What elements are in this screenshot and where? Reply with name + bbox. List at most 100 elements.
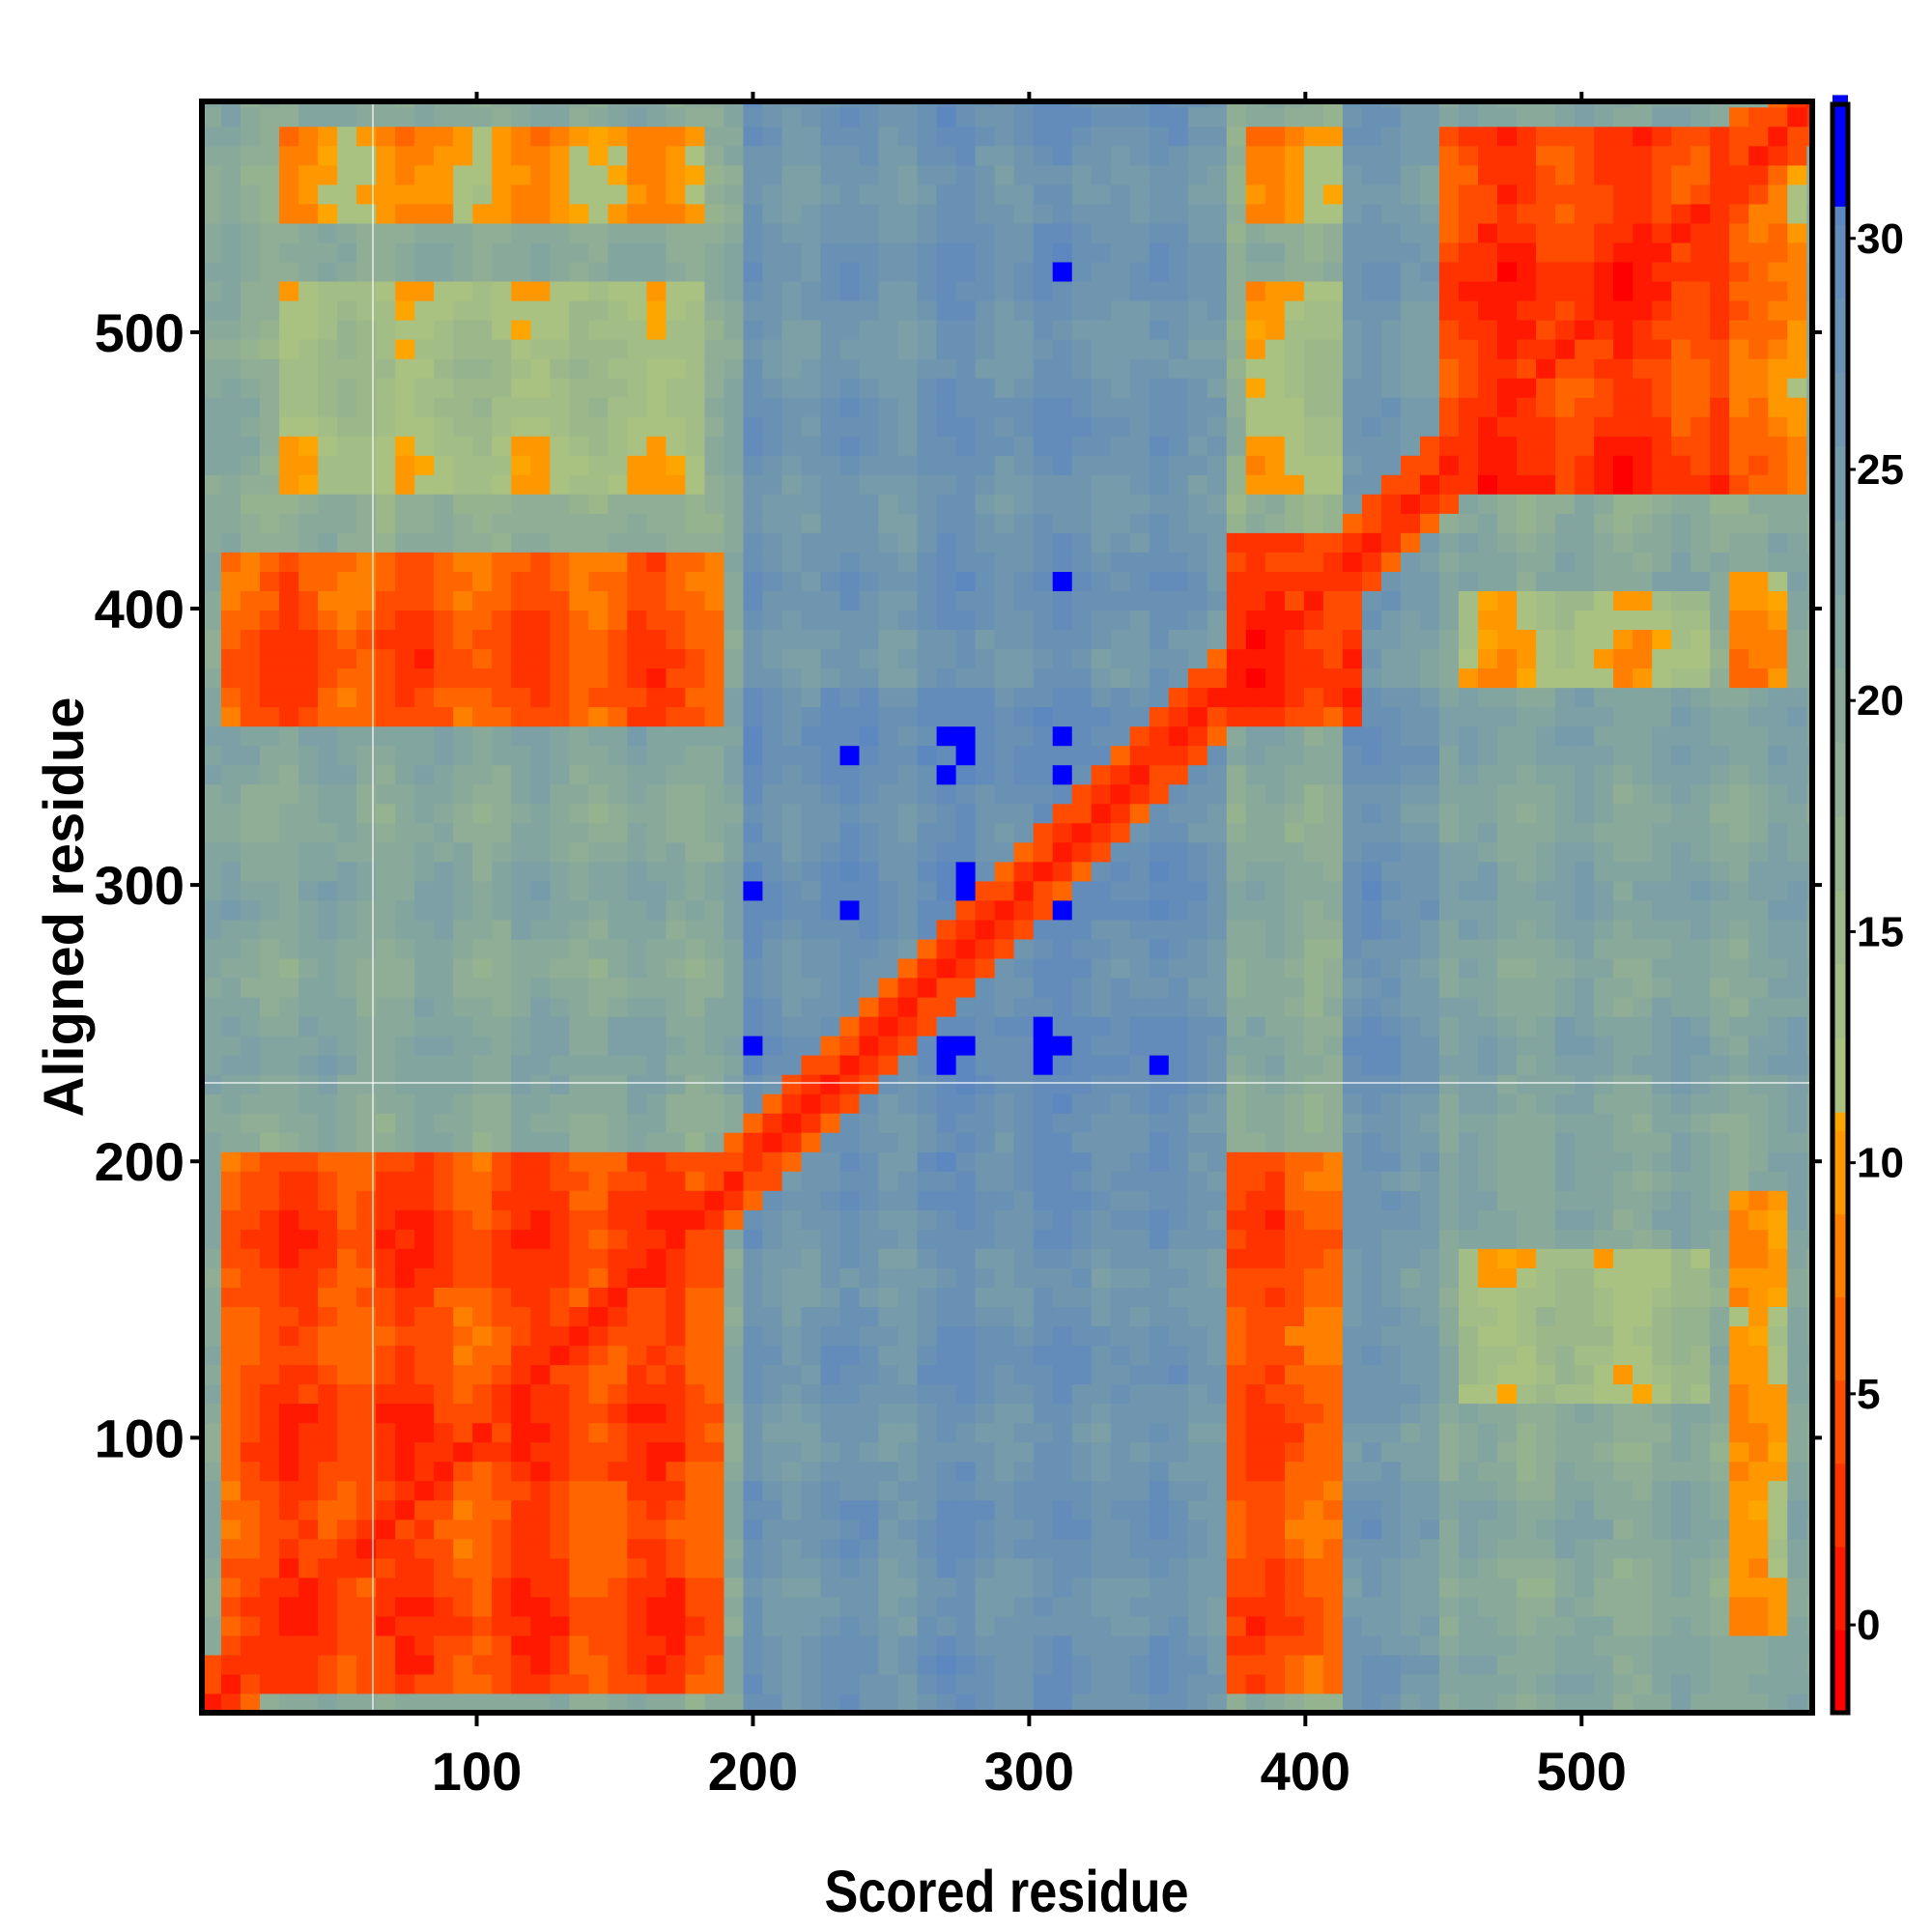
heatmap-cell — [395, 1654, 415, 1675]
heatmap-cell — [472, 106, 493, 128]
heatmap-cell — [1129, 184, 1151, 205]
heatmap-cell — [530, 474, 551, 495]
heatmap-cell — [492, 1538, 512, 1559]
heatmap-cell — [1245, 648, 1266, 669]
heatmap-cell — [801, 378, 822, 398]
heatmap-cell — [1284, 339, 1305, 359]
heatmap-cell — [1168, 571, 1189, 591]
heatmap-cell — [743, 880, 763, 901]
heatmap-cell — [1322, 358, 1344, 379]
heatmap-cell — [685, 880, 705, 901]
heatmap-cell — [1264, 899, 1286, 921]
heatmap-cell — [955, 880, 977, 901]
heatmap-cell — [395, 938, 415, 959]
heatmap-cell — [936, 1519, 957, 1540]
heatmap-cell — [1033, 101, 1054, 108]
heatmap-cell — [202, 841, 222, 863]
heatmap-cell — [1226, 1538, 1247, 1559]
heatmap-cell — [453, 1113, 473, 1133]
heatmap-cell — [337, 474, 357, 495]
heatmap-cell — [955, 474, 977, 495]
heatmap-cell — [1322, 783, 1344, 805]
heatmap-cell — [1129, 957, 1151, 979]
heatmap-cell — [511, 938, 531, 959]
heatmap-cell — [356, 899, 377, 921]
heatmap-cell — [994, 1287, 1015, 1307]
heatmap-cell — [994, 1499, 1015, 1520]
heatmap-cell — [1264, 1171, 1286, 1191]
heatmap-cell — [704, 899, 724, 921]
heatmap-cell — [1013, 1654, 1035, 1675]
heatmap-cell — [414, 1151, 435, 1172]
heatmap-cell — [241, 706, 261, 727]
heatmap-cell — [646, 320, 667, 340]
heatmap-cell — [1110, 803, 1131, 824]
heatmap-cell — [820, 1557, 841, 1578]
heatmap-cell — [1284, 610, 1305, 630]
heatmap-cell — [917, 164, 938, 185]
heatmap-cell — [472, 1673, 493, 1694]
heatmap-cell — [781, 648, 803, 669]
heatmap-cell — [414, 101, 435, 108]
heatmap-cell — [1245, 783, 1266, 805]
heatmap-cell — [627, 1383, 647, 1405]
heatmap-cell — [1071, 358, 1093, 379]
heatmap-cell — [685, 938, 705, 959]
heatmap-cell — [492, 1499, 512, 1520]
heatmap-cell — [1303, 203, 1324, 224]
heatmap-cell — [318, 1596, 338, 1617]
heatmap-cell — [820, 1461, 841, 1482]
heatmap-cell — [1129, 339, 1151, 359]
heatmap-cell — [936, 1693, 957, 1714]
heatmap-cell — [1052, 1229, 1073, 1249]
heatmap-cell — [1264, 861, 1286, 882]
heatmap-cell — [318, 1113, 338, 1133]
heatmap-cell — [936, 1094, 957, 1114]
heatmap-cell — [1110, 1441, 1131, 1463]
heatmap-cell — [1168, 687, 1189, 708]
heatmap-cell — [917, 126, 938, 147]
heatmap-cell — [241, 164, 261, 185]
heatmap-cell — [646, 1364, 667, 1385]
heatmap-cell — [279, 764, 299, 785]
heatmap-cell — [839, 1499, 861, 1520]
heatmap-cell — [627, 532, 647, 553]
heatmap-cell — [511, 571, 531, 591]
heatmap-cell — [530, 281, 551, 301]
heatmap-cell — [878, 590, 899, 611]
heatmap-cell — [1264, 416, 1286, 437]
heatmap-cell — [666, 106, 686, 128]
heatmap-cell — [434, 1190, 454, 1210]
heatmap-cell — [414, 1693, 435, 1714]
heatmap-cell — [376, 629, 396, 650]
heatmap-cell — [241, 899, 261, 921]
heatmap-cell — [453, 1229, 473, 1249]
heatmap-cell — [1052, 1693, 1073, 1714]
heatmap-cell — [743, 997, 763, 1017]
heatmap-cell — [1342, 1499, 1363, 1520]
heatmap-cell — [472, 1248, 493, 1268]
heatmap-cell — [588, 397, 609, 417]
heatmap-cell — [955, 803, 977, 824]
heatmap-cell — [472, 997, 493, 1017]
heatmap-cell — [936, 668, 957, 689]
heatmap-cell — [318, 145, 338, 166]
heatmap-cell — [279, 1074, 299, 1094]
heatmap-cell — [1264, 320, 1286, 340]
heatmap-cell — [801, 242, 822, 263]
heatmap-cell — [395, 1693, 415, 1714]
heatmap-cell — [646, 184, 667, 205]
heatmap-cell — [1033, 281, 1054, 301]
heatmap-cell — [724, 706, 744, 727]
heatmap-cell — [878, 455, 899, 475]
heatmap-cell — [820, 300, 841, 321]
heatmap-cell — [1052, 629, 1073, 650]
heatmap-cell — [279, 861, 299, 882]
heatmap-cell — [1264, 1519, 1286, 1540]
heatmap-cell — [627, 706, 647, 727]
heatmap-cell — [337, 552, 357, 572]
heatmap-cell — [569, 184, 589, 205]
heatmap-cell — [202, 997, 222, 1017]
heatmap-cell — [1303, 1113, 1324, 1133]
heatmap-cell — [878, 1209, 899, 1230]
